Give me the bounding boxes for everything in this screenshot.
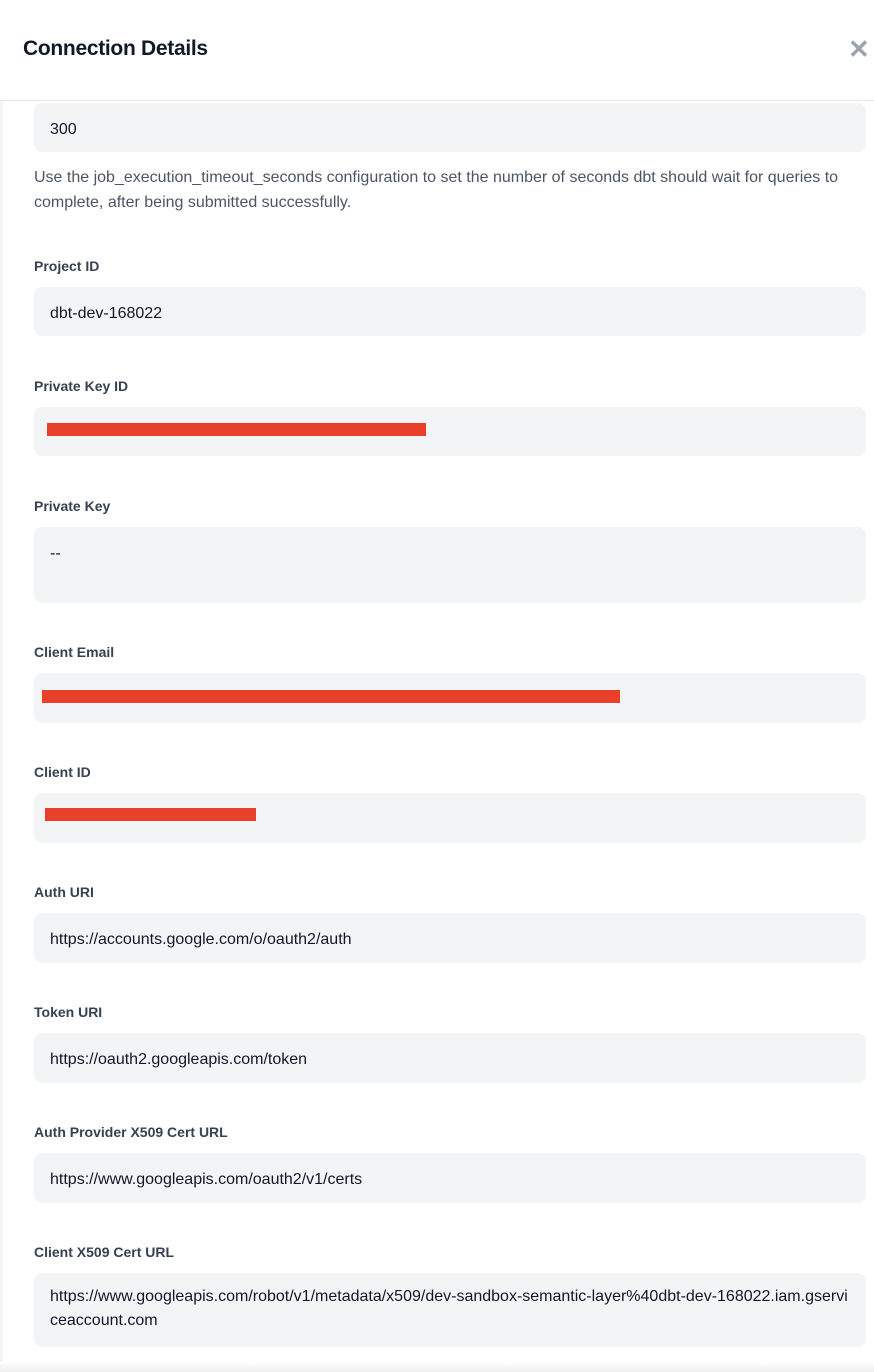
client-id-label: Client ID — [34, 764, 91, 780]
project-id-input[interactable]: dbt-dev-168022 — [34, 287, 866, 336]
auth-provider-cert-url-label: Auth Provider X509 Cert URL — [34, 1124, 228, 1140]
auth-uri-label: Auth URI — [34, 884, 94, 900]
modal-title: Connection Details — [23, 37, 208, 60]
close-icon[interactable]: ✕ — [848, 34, 870, 64]
client-cert-url-label: Client X509 Cert URL — [34, 1244, 175, 1260]
private-key-id-label: Private Key ID — [34, 378, 129, 394]
private-key-textarea[interactable]: -- — [34, 527, 866, 603]
redaction-bar — [42, 690, 620, 703]
modal-header: Connection Details ✕ — [0, 0, 874, 101]
timeout-input[interactable]: 300 — [34, 103, 866, 152]
modal-bottom-edge — [0, 1362, 874, 1372]
auth-provider-cert-url-input[interactable]: https://www.googleapis.com/oauth2/v1/cer… — [34, 1153, 866, 1203]
client-email-label: Client Email — [34, 644, 115, 660]
private-key-label: Private Key — [34, 498, 111, 514]
auth-uri-input[interactable]: https://accounts.google.com/o/oauth2/aut… — [34, 913, 866, 963]
token-uri-label: Token URI — [34, 1004, 103, 1020]
redaction-bar — [47, 423, 426, 436]
redaction-bar — [45, 808, 256, 821]
timeout-help-text: Use the job_execution_timeout_seconds co… — [34, 169, 839, 211]
client-cert-url-textarea[interactable]: https://www.googleapis.com/robot/v1/meta… — [34, 1273, 866, 1347]
left-edge — [0, 100, 3, 1372]
token-uri-input[interactable]: https://oauth2.googleapis.com/token — [34, 1033, 866, 1083]
project-id-label: Project ID — [34, 258, 100, 274]
